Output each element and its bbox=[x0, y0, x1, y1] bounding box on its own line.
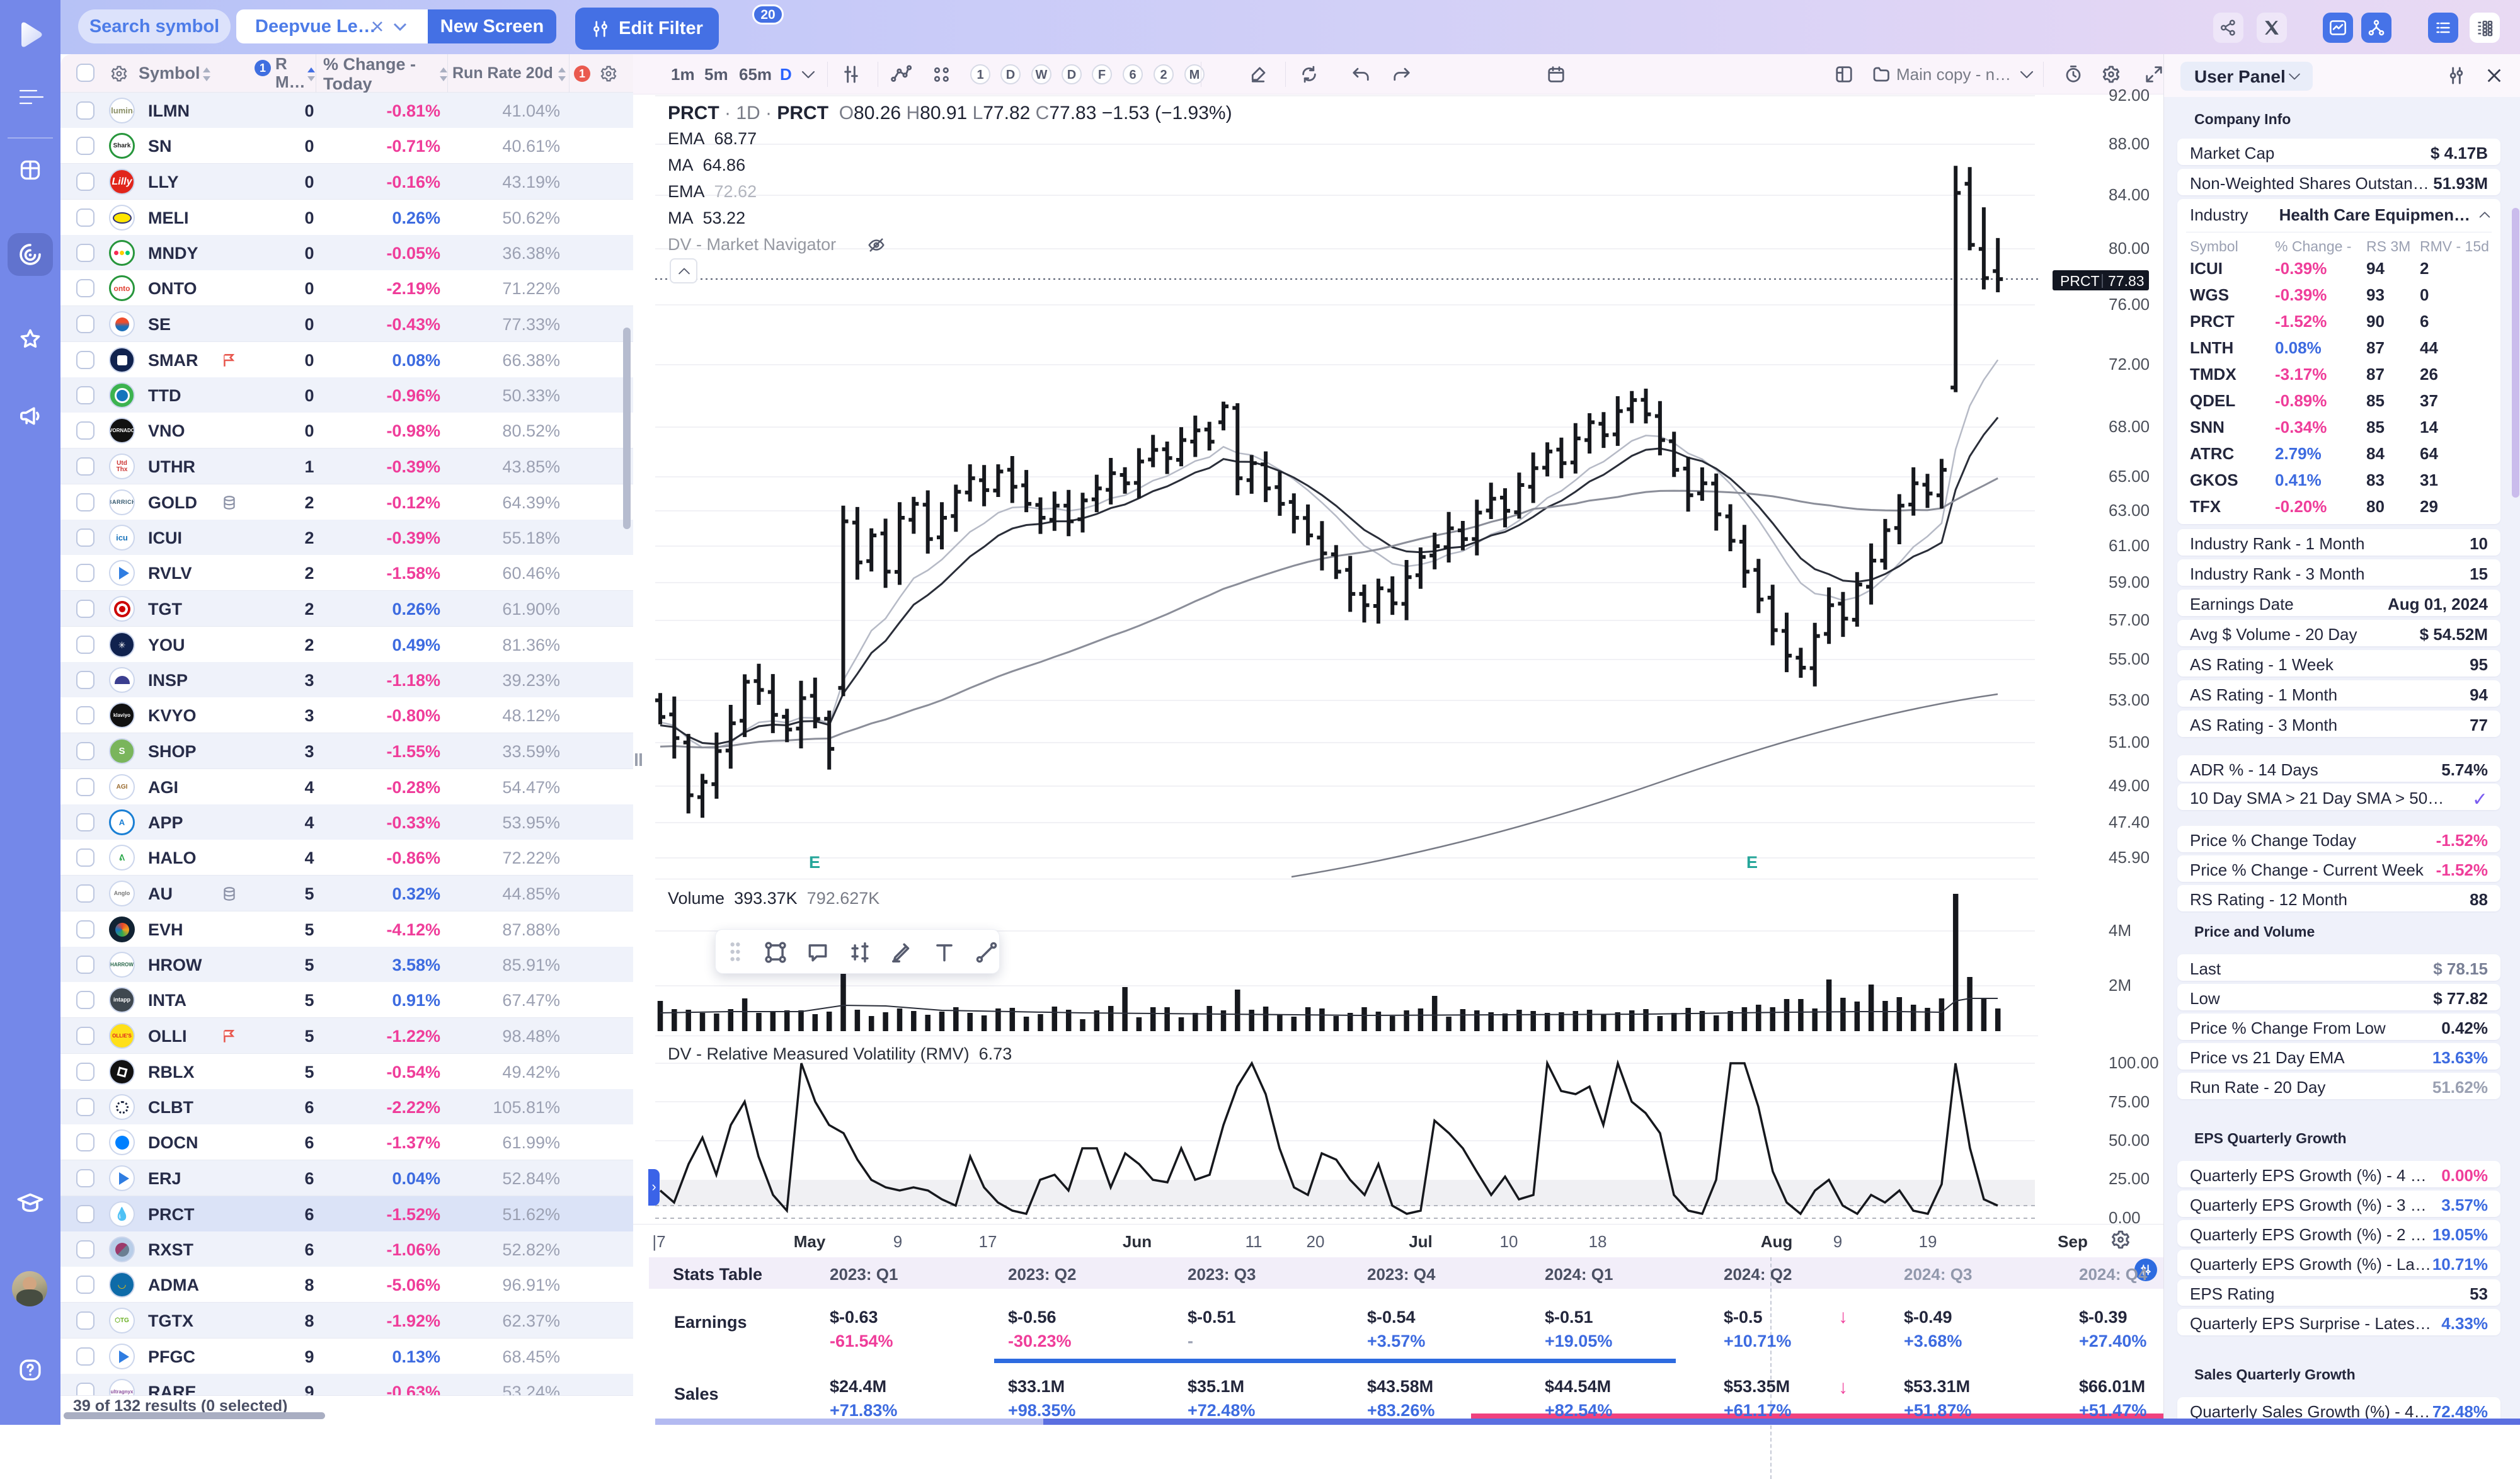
svg-text:E: E bbox=[1746, 853, 1758, 872]
svg-text:E: E bbox=[809, 853, 820, 872]
